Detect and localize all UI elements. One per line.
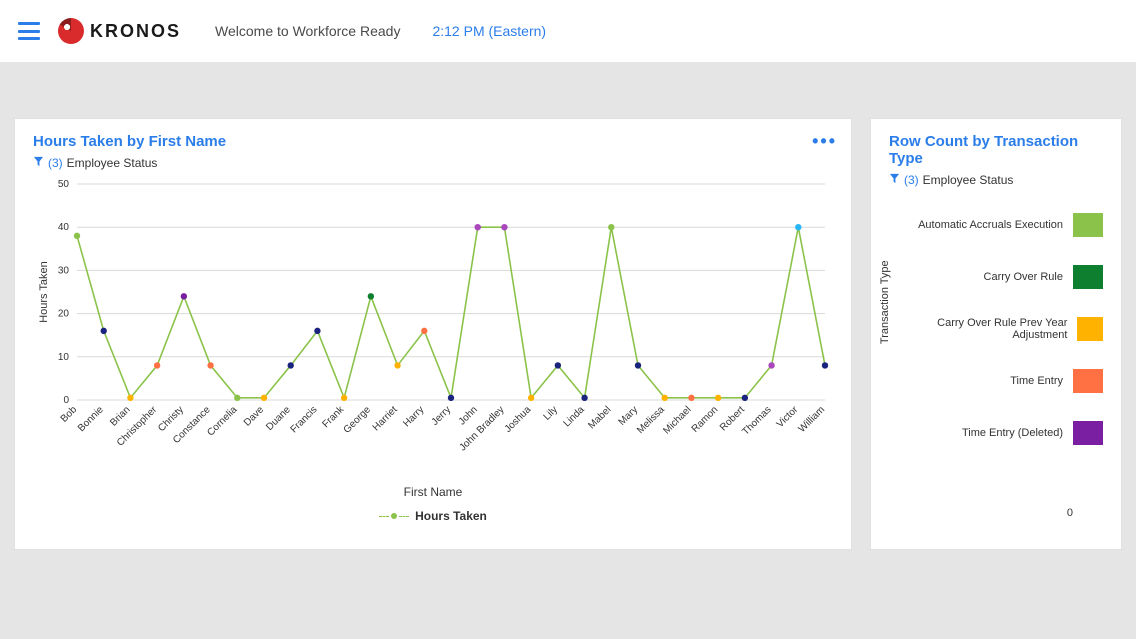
y-axis-title: Transaction Type: [879, 261, 891, 345]
x-zero-label: 0: [1067, 507, 1073, 519]
bar-row: Automatic Accruals Execution: [907, 213, 1103, 237]
svg-text:Bonnie: Bonnie: [76, 404, 106, 434]
dashboard-content: ••• Hours Taken by First Name (3) Employ…: [0, 62, 1136, 564]
brand-text: KRONOS: [90, 21, 181, 42]
svg-text:10: 10: [58, 352, 70, 363]
bar-row: Time Entry: [907, 369, 1103, 393]
brand-logo[interactable]: KRONOS: [58, 18, 181, 44]
menu-icon[interactable]: [18, 22, 40, 40]
svg-text:Jerry: Jerry: [430, 404, 454, 428]
panel-title: Row Count by Transaction Type: [889, 133, 1103, 167]
svg-text:Dave: Dave: [242, 404, 267, 429]
transaction-type-chart: Transaction Type Automatic Accruals Exec…: [889, 195, 1103, 525]
svg-text:Lily: Lily: [542, 404, 560, 422]
bar-label: Carry Over Rule Prev Year Adjustment: [907, 317, 1067, 341]
bar-label: Time Entry (Deleted): [962, 427, 1063, 439]
filter-row[interactable]: (3) Employee Status: [889, 173, 1103, 187]
svg-text:Harriet: Harriet: [371, 404, 400, 433]
legend-label: Hours Taken: [415, 509, 487, 523]
bar-row: Carry Over Rule Prev Year Adjustment: [907, 317, 1103, 341]
filter-row[interactable]: (3) Employee Status: [33, 156, 833, 170]
svg-text:Francis: Francis: [289, 404, 320, 435]
bar-row: Time Entry (Deleted): [907, 421, 1103, 445]
svg-text:Ramon: Ramon: [690, 404, 721, 435]
bar-row: Carry Over Rule: [907, 265, 1103, 289]
bar-stub: [1073, 213, 1103, 237]
hours-taken-chart: 01020304050Hours TakenBobBonnieBrianChri…: [33, 178, 833, 518]
filter-icon: [33, 156, 44, 170]
filter-label: Employee Status: [923, 173, 1014, 187]
bar-stub: [1073, 369, 1103, 393]
filter-icon: [889, 173, 900, 187]
svg-text:Linda: Linda: [562, 404, 587, 429]
bar-label: Carry Over Rule: [984, 271, 1063, 283]
legend-swatch: [379, 513, 409, 519]
panel-title: Hours Taken by First Name: [33, 133, 833, 150]
filter-count: (3): [904, 173, 919, 187]
svg-text:40: 40: [58, 222, 70, 233]
svg-text:Brian: Brian: [108, 404, 132, 428]
svg-text:Michael: Michael: [661, 404, 693, 436]
welcome-text: Welcome to Workforce Ready: [215, 23, 400, 39]
svg-text:Thomas: Thomas: [740, 404, 773, 437]
brand-mark-icon: [58, 18, 84, 44]
bar-stub: [1077, 317, 1103, 341]
svg-text:50: 50: [58, 179, 70, 190]
svg-text:Mary: Mary: [617, 404, 641, 428]
filter-label: Employee Status: [67, 156, 158, 170]
svg-text:George: George: [342, 404, 374, 436]
line-chart-svg: 01020304050Hours TakenBobBonnieBrianChri…: [33, 178, 835, 478]
top-bar: KRONOS Welcome to Workforce Ready 2:12 P…: [0, 0, 1136, 62]
svg-text:Hours Taken: Hours Taken: [38, 261, 50, 323]
svg-text:Joshua: Joshua: [503, 404, 534, 435]
time-link[interactable]: 2:12 PM (Eastern): [432, 23, 546, 39]
svg-text:Harry: Harry: [401, 404, 426, 429]
bar-stub: [1073, 265, 1103, 289]
bar-label: Automatic Accruals Execution: [918, 219, 1063, 231]
svg-text:William: William: [797, 404, 828, 435]
hours-taken-panel: ••• Hours Taken by First Name (3) Employ…: [14, 118, 852, 550]
svg-text:Mabel: Mabel: [586, 404, 613, 431]
chart-legend: Hours Taken: [33, 509, 833, 523]
row-count-panel: Row Count by Transaction Type (3) Employ…: [870, 118, 1122, 550]
panel-menu-icon[interactable]: •••: [812, 131, 837, 152]
bar-label: Time Entry: [1010, 375, 1063, 387]
x-axis-title: First Name: [33, 485, 833, 499]
bar-stub: [1073, 421, 1103, 445]
svg-text:Bob: Bob: [59, 404, 80, 425]
svg-text:Cornelia: Cornelia: [205, 404, 239, 438]
svg-text:30: 30: [58, 265, 70, 276]
svg-text:John: John: [457, 404, 480, 427]
filter-count: (3): [48, 156, 63, 170]
svg-text:20: 20: [58, 309, 70, 320]
svg-text:Melissa: Melissa: [635, 404, 667, 436]
svg-text:0: 0: [63, 395, 69, 406]
